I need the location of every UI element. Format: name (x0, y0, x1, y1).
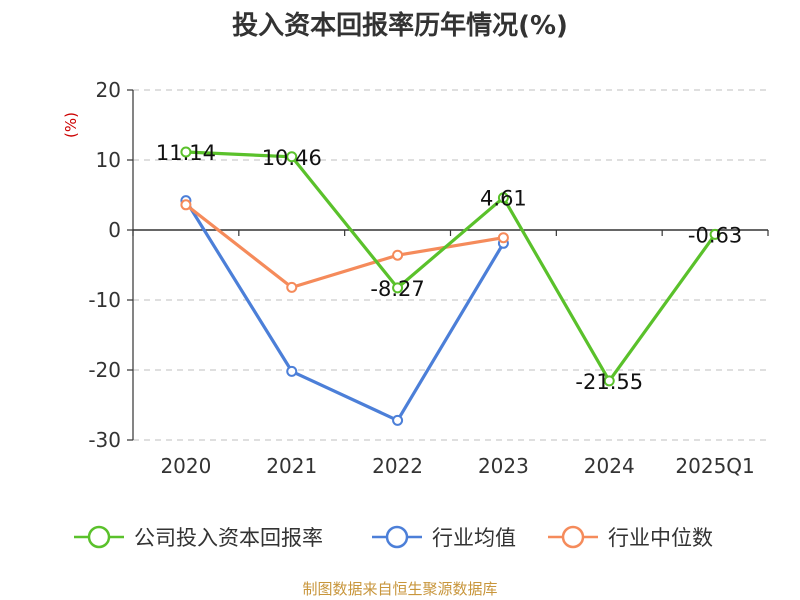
axes: 20 10 0 -10 -20 -30 2020 2021 2022 2023 2024 2025Q1 (88, 78, 769, 478)
series-lines (180, 146, 721, 426)
chart-title: 投入资本回报率历年情况(%) (232, 10, 568, 41)
data-point-series-0 (709, 228, 721, 240)
x-tick-label: 2020 (160, 454, 211, 478)
data-point-series-0 (286, 151, 298, 163)
data-label: 10.46 (262, 146, 322, 170)
data-label: -0.63 (688, 223, 742, 247)
gridlines (133, 89, 768, 441)
x-tick-label: 2021 (266, 454, 317, 478)
data-point-series-0 (603, 375, 615, 387)
series-line-0 (184, 150, 717, 383)
y-tick-label: 0 (108, 218, 121, 242)
data-point-series-1 (286, 365, 298, 377)
data-point-series-2 (180, 199, 192, 211)
y-tick-label: 20 (96, 78, 121, 102)
x-tick-label: 2022 (372, 454, 423, 478)
legend-marker (385, 525, 409, 549)
series-line-1 (184, 199, 505, 422)
y-axis-unit-label: (%) (62, 112, 80, 138)
data-point-series-2 (286, 281, 298, 293)
data-point-series-0 (392, 282, 404, 294)
legend-marker (87, 525, 111, 549)
data-point-series-1 (392, 414, 404, 426)
source-note: 制图数据来自恒生聚源数据库 (302, 580, 497, 598)
data-label: -21.55 (575, 370, 643, 394)
legend-label: 行业均值 (432, 526, 516, 550)
y-tick-label: -10 (88, 288, 121, 312)
x-tick-label: 2024 (584, 454, 635, 478)
series-line-2 (184, 203, 505, 289)
y-tick-label: -30 (88, 428, 121, 452)
legend: 公司投入资本回报率 行业均值 行业中位数 (74, 525, 713, 550)
data-label: 11.14 (156, 141, 216, 165)
legend-marker (561, 525, 585, 549)
x-tick-label: 2023 (478, 454, 529, 478)
data-point-series-0 (497, 192, 509, 204)
x-tick-label: 2025Q1 (675, 454, 754, 478)
data-point-series-2 (392, 249, 404, 261)
data-label: -8.27 (370, 277, 424, 301)
data-labels: 11.14 10.46 -8.27 4.61 -21.55 -0.63 (156, 141, 742, 394)
y-tick-label: 10 (96, 148, 121, 172)
legend-label: 行业中位数 (608, 526, 713, 550)
data-label: 4.61 (480, 187, 527, 211)
legend-label: 公司投入资本回报率 (134, 526, 323, 550)
y-tick-label: -20 (88, 358, 121, 382)
data-point-series-0 (180, 146, 192, 158)
data-point-series-2 (497, 232, 509, 244)
